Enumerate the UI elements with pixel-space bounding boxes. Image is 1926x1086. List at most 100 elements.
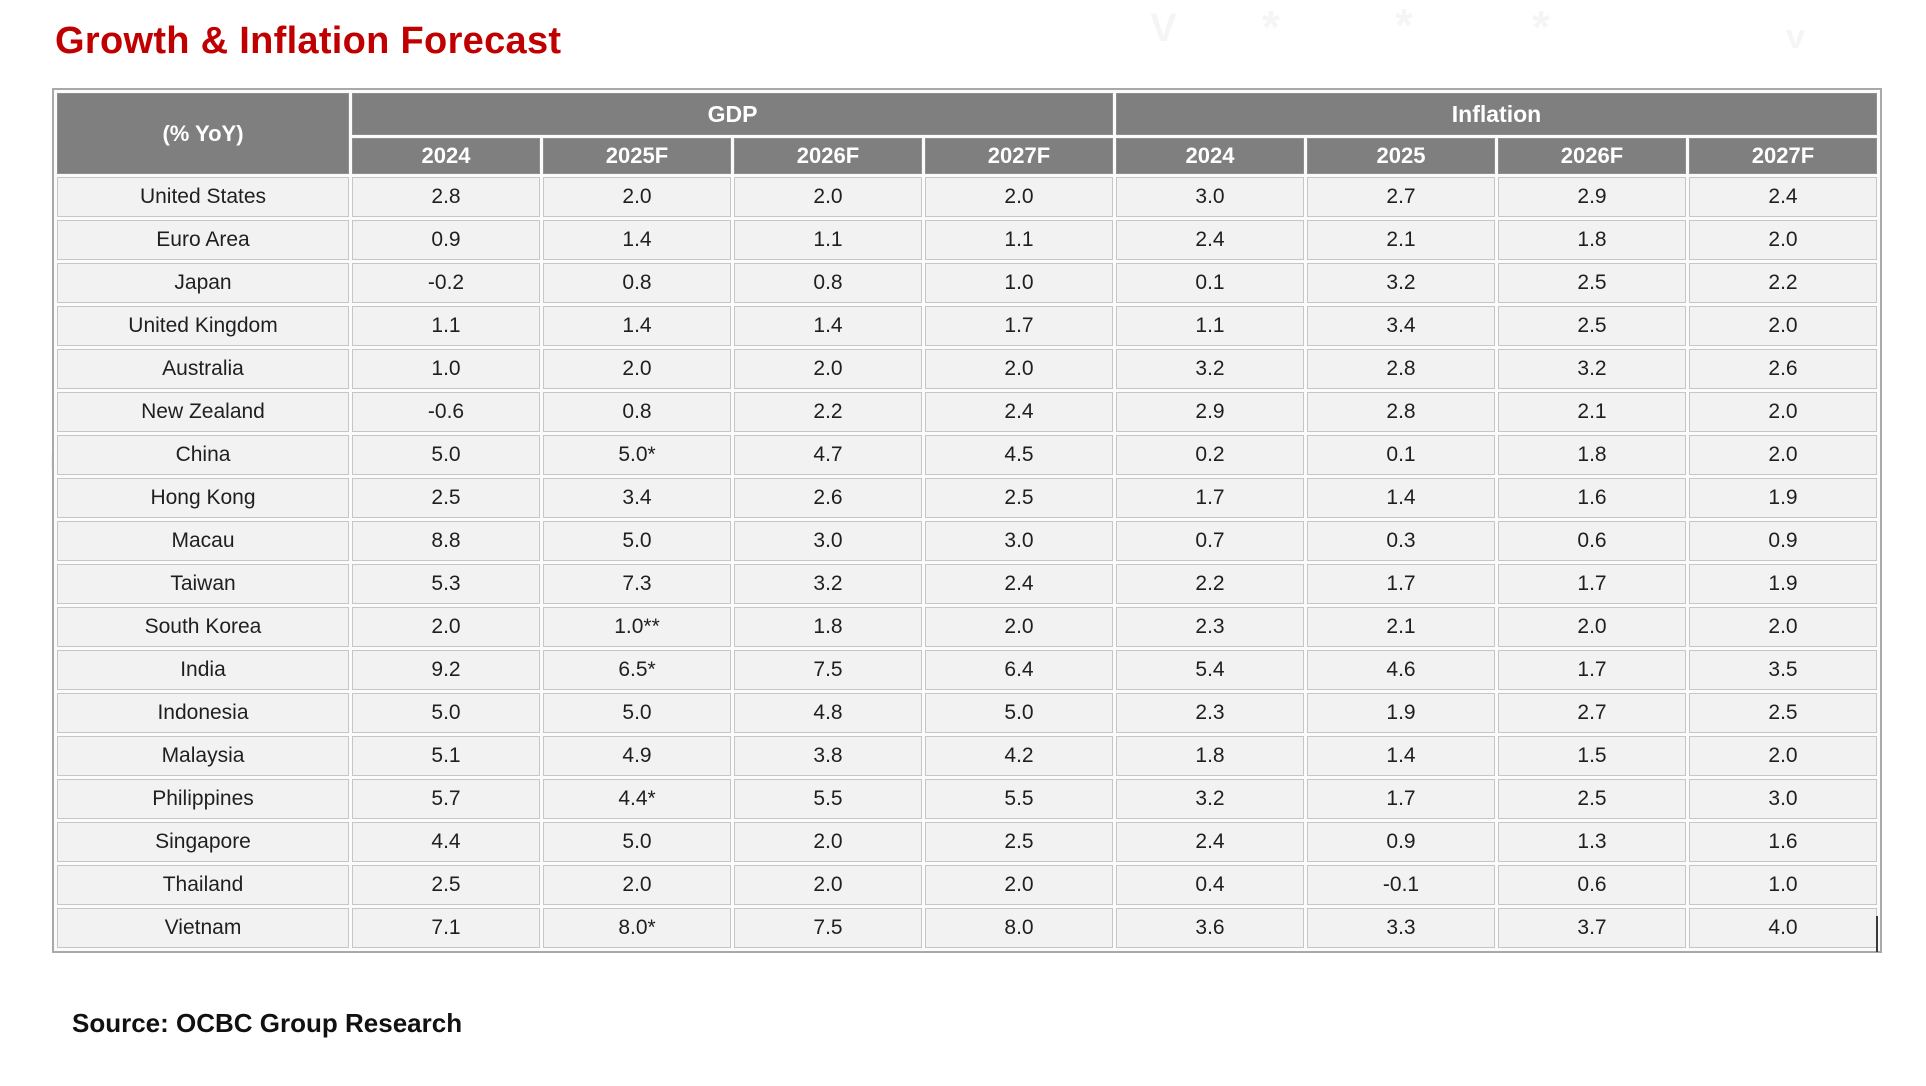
table-row: Japan -0.2 0.8 0.8 1.0 0.1 3.2 2.5 2.2: [57, 263, 1877, 303]
inflation-value-cell: 0.6: [1498, 865, 1686, 905]
table-row: Malaysia 5.1 4.9 3.8 4.2 1.8 1.4 1.5 2.0: [57, 736, 1877, 776]
gdp-value-cell: 4.2: [925, 736, 1113, 776]
gdp-value-cell: 4.5: [925, 435, 1113, 475]
gdp-value-cell: 3.0: [925, 521, 1113, 561]
gdp-value-cell: 1.8: [734, 607, 922, 647]
inflation-value-cell: 1.9: [1689, 564, 1877, 604]
year-header-inflation-2025: 2025: [1307, 138, 1495, 174]
inflation-value-cell: 1.7: [1307, 779, 1495, 819]
inflation-value-cell: 2.2: [1689, 263, 1877, 303]
gdp-value-cell: 5.0: [543, 521, 731, 561]
inflation-value-cell: 3.2: [1116, 349, 1304, 389]
inflation-value-cell: 1.7: [1307, 564, 1495, 604]
country-cell: India: [57, 650, 349, 690]
table-row: New Zealand -0.6 0.8 2.2 2.4 2.9 2.8 2.1 2.0: [57, 392, 1877, 432]
country-cell: China: [57, 435, 349, 475]
gdp-value-cell: 2.0: [543, 865, 731, 905]
gdp-value-cell: 5.0: [925, 693, 1113, 733]
country-cell: Australia: [57, 349, 349, 389]
inflation-value-cell: 1.4: [1307, 736, 1495, 776]
year-header-inflation-2026f: 2026F: [1498, 138, 1686, 174]
inflation-value-cell: 1.8: [1498, 220, 1686, 260]
watermark-glyph: *: [1532, 1, 1550, 53]
inflation-value-cell: 3.3: [1307, 908, 1495, 948]
gdp-value-cell: 6.5*: [543, 650, 731, 690]
gdp-value-cell: 4.7: [734, 435, 922, 475]
table-row: United Kingdom 1.1 1.4 1.4 1.7 1.1 3.4 2.5 2.0: [57, 306, 1877, 346]
gdp-value-cell: 2.5: [925, 478, 1113, 518]
country-cell: Macau: [57, 521, 349, 561]
inflation-value-cell: 5.4: [1116, 650, 1304, 690]
gdp-value-cell: 3.2: [734, 564, 922, 604]
inflation-value-cell: 2.4: [1116, 220, 1304, 260]
gdp-value-cell: 0.9: [352, 220, 540, 260]
inflation-value-cell: 0.6: [1498, 521, 1686, 561]
gdp-value-cell: 7.5: [734, 908, 922, 948]
inflation-value-cell: 2.7: [1307, 177, 1495, 217]
gdp-value-cell: 5.0*: [543, 435, 731, 475]
gdp-value-cell: 2.0: [734, 349, 922, 389]
inflation-value-cell: 2.0: [1689, 306, 1877, 346]
table-row: Hong Kong 2.5 3.4 2.6 2.5 1.7 1.4 1.6 1.9: [57, 478, 1877, 518]
inflation-value-cell: 2.0: [1689, 392, 1877, 432]
inflation-value-cell: 2.5: [1498, 306, 1686, 346]
year-header-inflation-2024: 2024: [1116, 138, 1304, 174]
inflation-value-cell: 1.7: [1498, 650, 1686, 690]
table-row: Indonesia 5.0 5.0 4.8 5.0 2.3 1.9 2.7 2.5: [57, 693, 1877, 733]
inflation-value-cell: 3.5: [1689, 650, 1877, 690]
inflation-value-cell: 1.7: [1116, 478, 1304, 518]
table-row: Thailand 2.5 2.0 2.0 2.0 0.4 -0.1 0.6 1.0: [57, 865, 1877, 905]
inflation-value-cell: 2.2: [1116, 564, 1304, 604]
country-cell: United Kingdom: [57, 306, 349, 346]
table-row: United States 2.8 2.0 2.0 2.0 3.0 2.7 2.9 2.4: [57, 177, 1877, 217]
inflation-value-cell: 3.4: [1307, 306, 1495, 346]
inflation-value-cell: 3.0: [1116, 177, 1304, 217]
gdp-value-cell: 2.0: [543, 349, 731, 389]
gdp-value-cell: 1.1: [734, 220, 922, 260]
table-row: India 9.2 6.5* 7.5 6.4 5.4 4.6 1.7 3.5: [57, 650, 1877, 690]
inflation-value-cell: 2.4: [1116, 822, 1304, 862]
inflation-value-cell: -0.1: [1307, 865, 1495, 905]
inflation-value-cell: 3.7: [1498, 908, 1686, 948]
table-row: Singapore 4.4 5.0 2.0 2.5 2.4 0.9 1.3 1.6: [57, 822, 1877, 862]
gdp-value-cell: 7.1: [352, 908, 540, 948]
inflation-value-cell: 4.6: [1307, 650, 1495, 690]
country-cell: Indonesia: [57, 693, 349, 733]
inflation-value-cell: 2.0: [1689, 435, 1877, 475]
gdp-value-cell: 5.0: [543, 822, 731, 862]
watermark-glyph: *: [1262, 1, 1280, 53]
inflation-value-cell: 2.1: [1307, 220, 1495, 260]
inflation-value-cell: 3.0: [1689, 779, 1877, 819]
gdp-value-cell: 2.0: [925, 865, 1113, 905]
inflation-value-cell: 1.8: [1116, 736, 1304, 776]
inflation-value-cell: 2.5: [1498, 779, 1686, 819]
year-header-gdp-2026f: 2026F: [734, 138, 922, 174]
inflation-value-cell: 0.1: [1116, 263, 1304, 303]
inflation-value-cell: 1.6: [1498, 478, 1686, 518]
inflation-value-cell: 2.3: [1116, 693, 1304, 733]
table-row: Taiwan 5.3 7.3 3.2 2.4 2.2 1.7 1.7 1.9: [57, 564, 1877, 604]
gdp-value-cell: 2.4: [925, 564, 1113, 604]
inflation-group-header: Inflation: [1116, 93, 1877, 135]
gdp-value-cell: 5.7: [352, 779, 540, 819]
gdp-value-cell: -0.2: [352, 263, 540, 303]
table-row: Macau 8.8 5.0 3.0 3.0 0.7 0.3 0.6 0.9: [57, 521, 1877, 561]
gdp-value-cell: 0.8: [543, 392, 731, 432]
inflation-value-cell: 0.7: [1116, 521, 1304, 561]
inflation-value-cell: 2.8: [1307, 349, 1495, 389]
gdp-value-cell: 7.3: [543, 564, 731, 604]
inflation-value-cell: 4.0: [1689, 908, 1877, 948]
corner-header: (% YoY): [57, 93, 349, 174]
inflation-value-cell: 2.6: [1689, 349, 1877, 389]
gdp-value-cell: 2.0: [925, 177, 1113, 217]
country-cell: Thailand: [57, 865, 349, 905]
country-cell: South Korea: [57, 607, 349, 647]
gdp-value-cell: 2.0: [925, 349, 1113, 389]
gdp-value-cell: 2.0: [734, 177, 922, 217]
table-row: Euro Area 0.9 1.4 1.1 1.1 2.4 2.1 1.8 2.0: [57, 220, 1877, 260]
gdp-value-cell: 8.0: [925, 908, 1113, 948]
gdp-value-cell: 3.0: [734, 521, 922, 561]
gdp-value-cell: 1.1: [352, 306, 540, 346]
gdp-value-cell: 4.8: [734, 693, 922, 733]
inflation-value-cell: 2.0: [1498, 607, 1686, 647]
